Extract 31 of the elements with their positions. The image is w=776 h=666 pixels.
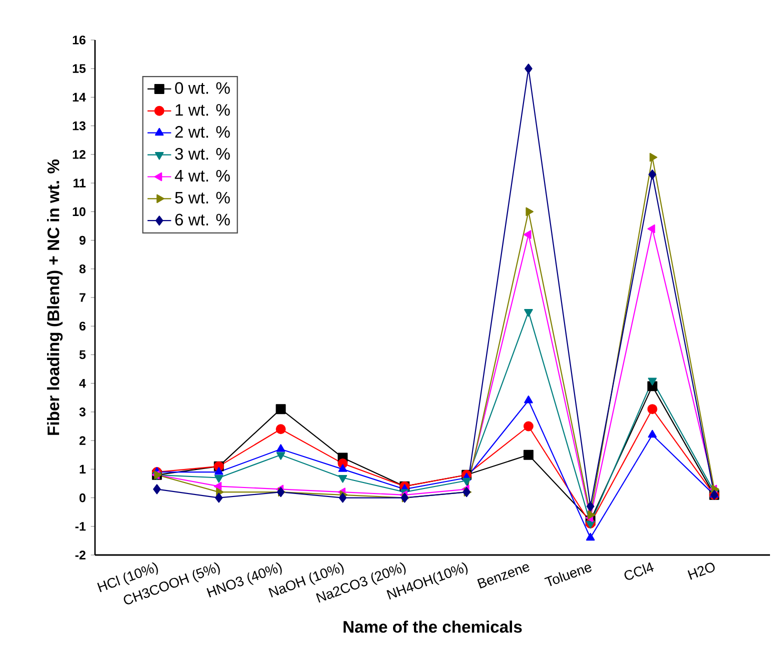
y-tick-label: 10 (72, 207, 86, 216)
legend-label: 5 wt. % (175, 192, 230, 204)
x-tick-label: Toluene (544, 564, 592, 586)
x-tick-label: CCl4 (624, 562, 654, 580)
y-tick-label: 2 (79, 436, 86, 445)
y-tick-label: 3 (79, 408, 86, 416)
legend-label: 0 wt. % (175, 82, 230, 94)
y-tick-label: 13 (72, 121, 86, 130)
y-tick-label: 4 (79, 379, 86, 388)
legend-label: 1 wt. % (176, 104, 230, 116)
y-tick-label: 9 (79, 236, 86, 245)
y-tick-label: -1 (75, 522, 86, 531)
y-tick-label: 0 (80, 493, 86, 502)
y-tick-label: 6 (79, 322, 86, 331)
y-tick-label: -2 (75, 550, 86, 560)
legend-label: 2 wt. % (175, 126, 230, 138)
y-tick-label: 15 (72, 64, 86, 73)
y-tick-label: 12 (72, 150, 86, 159)
y-tick-label: 11 (74, 178, 86, 188)
y-tick-label: 8 (79, 264, 86, 274)
y-tick-label: 5 (79, 350, 86, 360)
legend-label: 6 wt. % (175, 214, 230, 226)
y-tick-label: 16 (72, 36, 86, 44)
x-tick-label: H2O (688, 562, 715, 580)
y-tick-label: 14 (72, 92, 86, 102)
x-axis-title: Name of the chemicals (344, 620, 522, 633)
y-tick-label: 1 (80, 464, 86, 474)
legend-label: 3 wt. % (175, 148, 230, 160)
y-tick-label: 7 (80, 293, 86, 302)
y-axis-title: Fiber loading (Blend) + NC in wt. % (47, 159, 63, 435)
legend-label: 4 wt. % (174, 170, 230, 182)
